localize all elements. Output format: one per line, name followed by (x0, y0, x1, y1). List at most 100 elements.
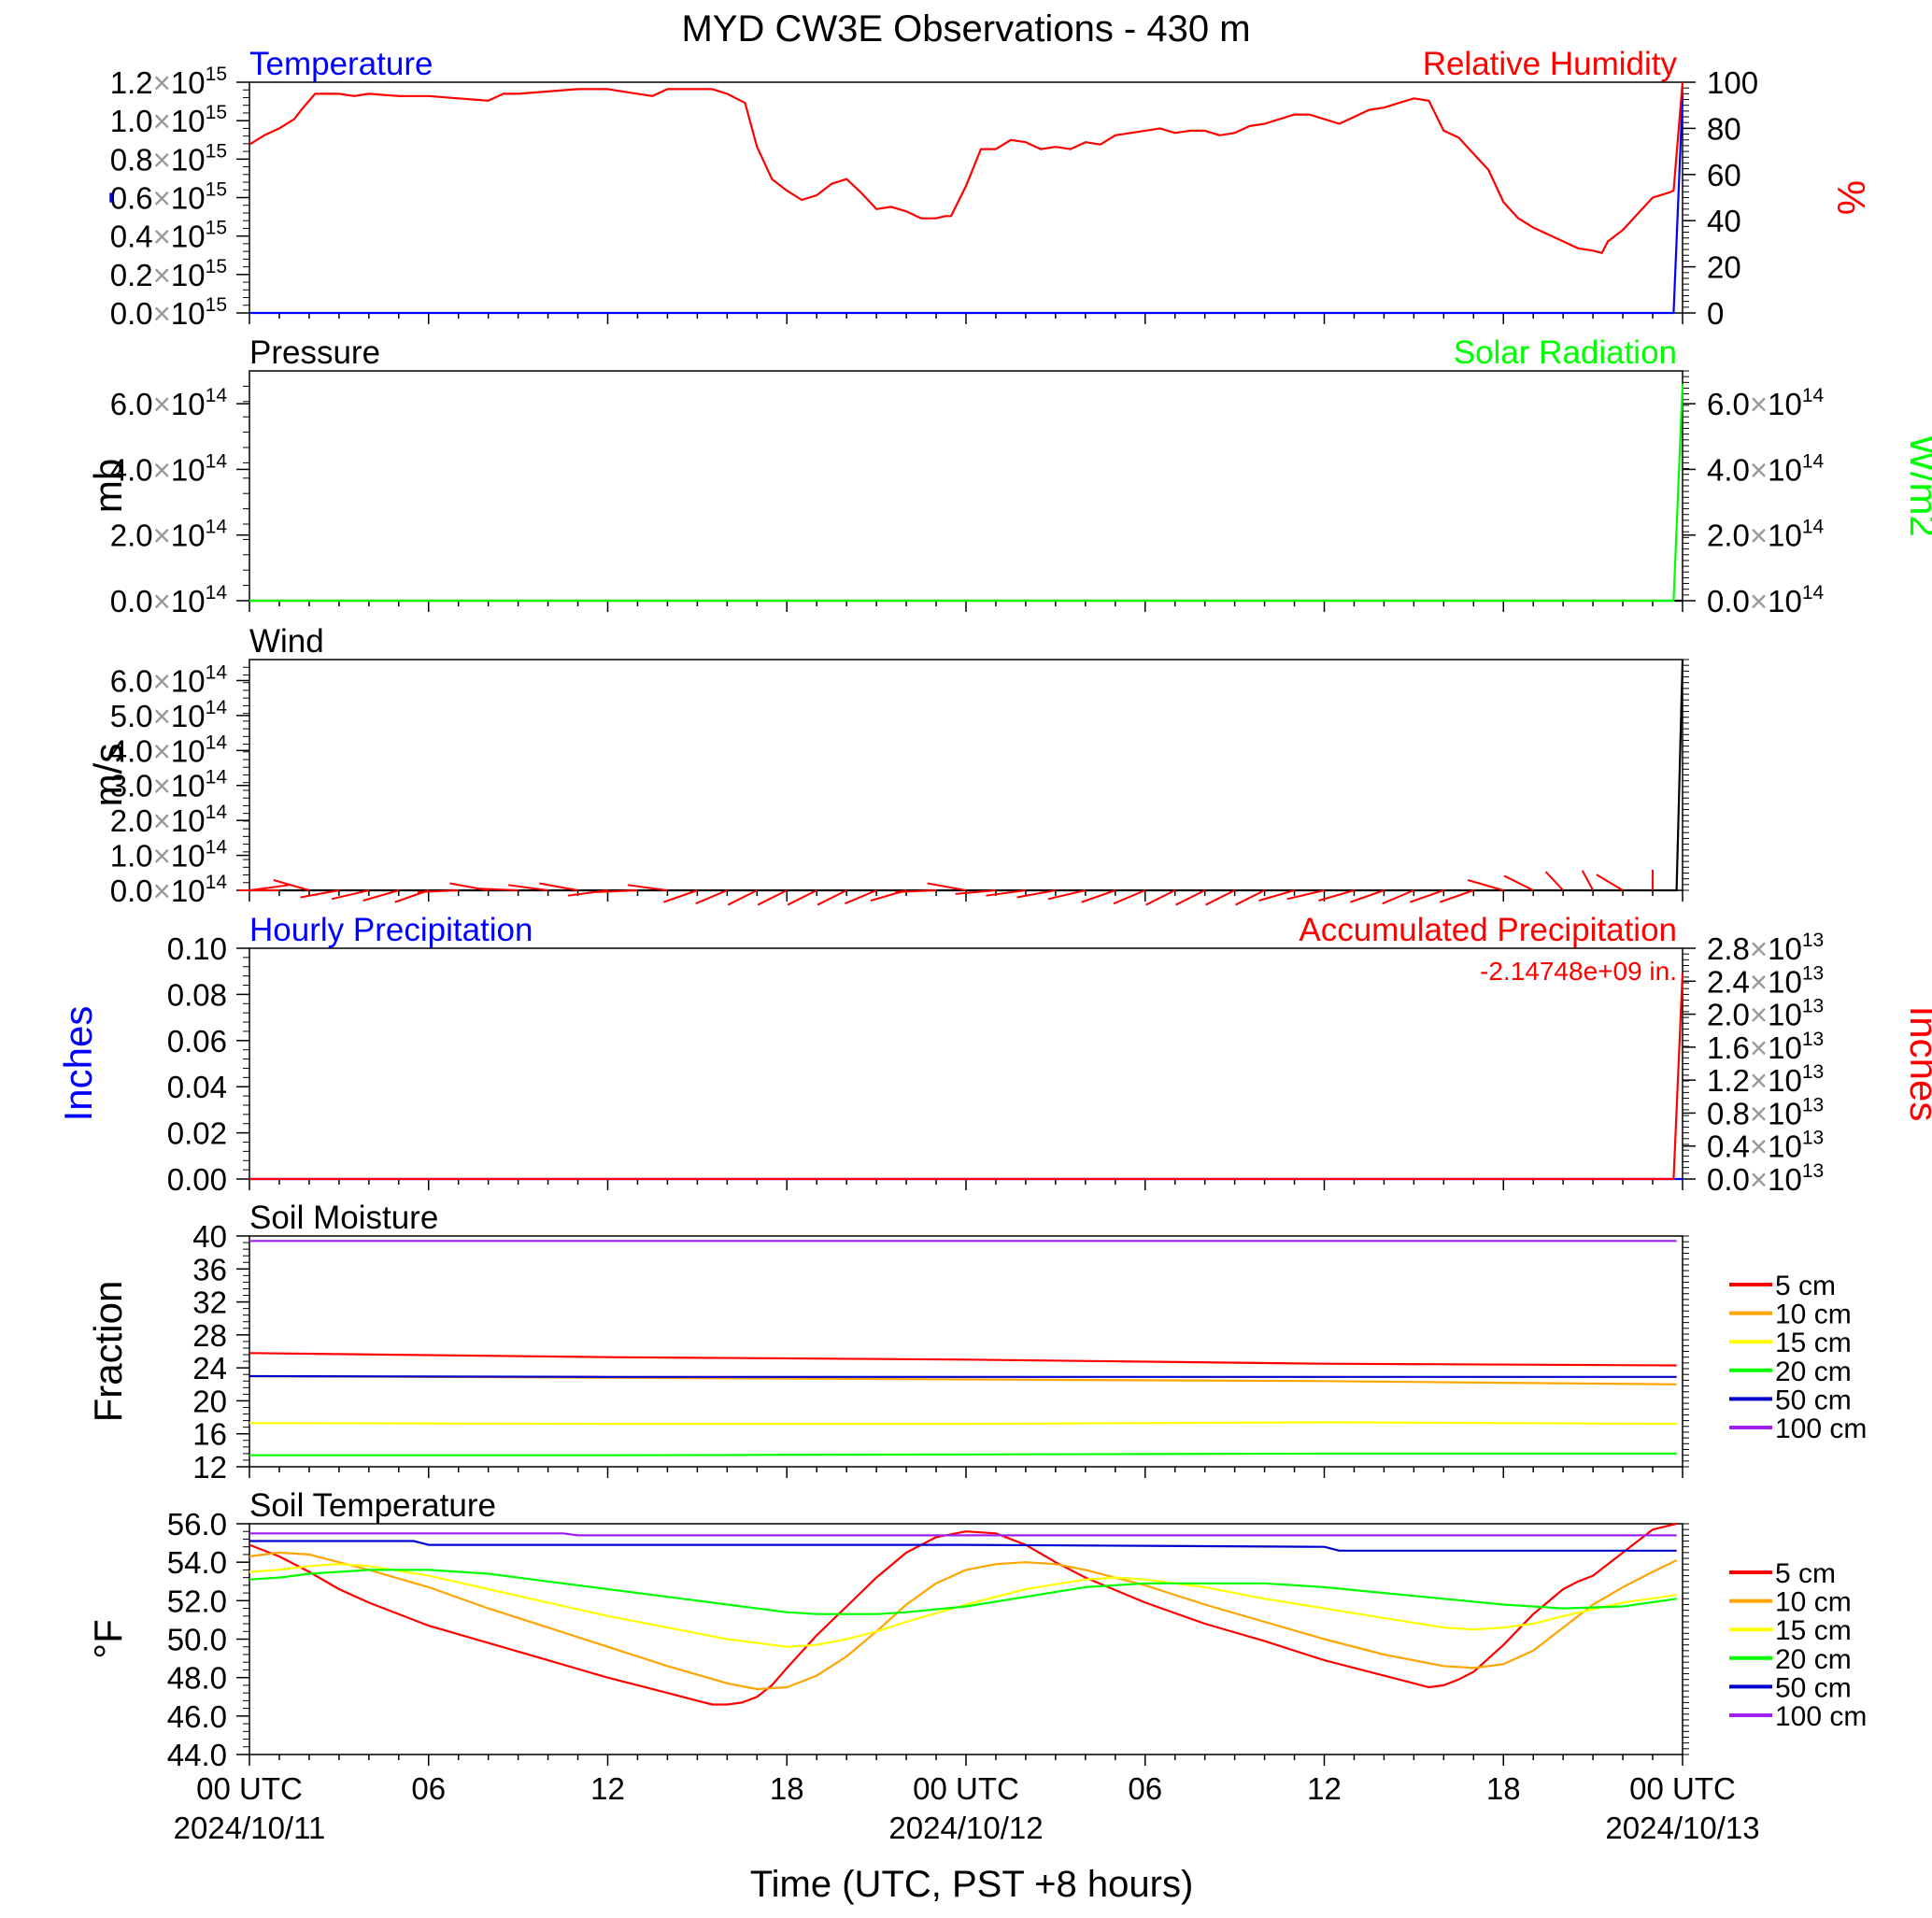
legend-label: 100 cm (1775, 1414, 1867, 1444)
series-line-50-cm (249, 1374, 1677, 1378)
wind-barb (539, 882, 578, 891)
wind-barb (986, 889, 1027, 897)
y-left-tick-label: 0.04 (167, 1070, 227, 1104)
y-right-tick-label: 100 (1707, 65, 1758, 100)
x-tick-label: 00 UTC (913, 1771, 1019, 1806)
panel-pressure_solar: 0.0×1014 2.0×1014 4.0×1014 6.0×1014 0.0×1014… (86, 334, 1932, 618)
series-line-5-cm (249, 1522, 1677, 1706)
y-right-axis-label: W/m2 (1902, 434, 1932, 537)
y-right-tick-label: 4.0×1014 (1707, 450, 1825, 487)
y-left-tick-label: 1.0×1015 (110, 102, 227, 138)
y-left-tick-label: 48.0 (167, 1661, 227, 1696)
y-right-tick-label: 2.0×1013 (1707, 996, 1824, 1032)
y-left-tick-label: 0.0×1015 (110, 294, 227, 331)
wind-barb (273, 879, 310, 891)
y-left-tick-label: 0.4×1015 (110, 218, 227, 254)
series-line-relative-humidity (249, 81, 1684, 254)
figure-title: MYD CW3E Observations - 430 m (681, 8, 1250, 50)
wind-barb (1113, 889, 1146, 905)
legend-label: 50 cm (1775, 1672, 1852, 1703)
panel-left-title: Soil Moisture (249, 1200, 438, 1236)
panel-left-title: Hourly Precipitation (249, 912, 533, 948)
y-right-tick-label: 2.4×1013 (1707, 962, 1824, 999)
series-line-5-cm (249, 1352, 1677, 1367)
y-left-axis-label: Fraction (86, 1281, 130, 1423)
y-left-tick-label: 56.0 (167, 1507, 227, 1542)
legend-label: 10 cm (1775, 1300, 1852, 1330)
wind-barb (787, 889, 817, 906)
panel-left-title: Wind (249, 623, 324, 660)
panel-wind: 0.0×10141.0×10142.0×10143.0×10144.0×1014… (86, 623, 1689, 908)
y-right-tick-label: 80 (1707, 111, 1741, 146)
x-tick-date-label: 2024/10/12 (888, 1811, 1043, 1845)
x-tick-label: 00 UTC (1629, 1771, 1736, 1806)
panel-annotation: -2.14748e+09 in. (1480, 957, 1677, 986)
y-left-tick-label: 0.0×1014 (110, 872, 228, 908)
y-left-tick-label: 54.0 (167, 1545, 227, 1580)
wind-barb (1596, 874, 1624, 891)
wind-barb (845, 889, 877, 905)
wind-barb (300, 889, 340, 899)
x-tick-label: 06 (411, 1771, 446, 1806)
y-right-tick-label: 60 (1707, 158, 1741, 192)
wind-barb (627, 884, 668, 891)
wind-barb (331, 889, 370, 901)
y-left-tick-label: 32 (192, 1286, 227, 1320)
series-line-accumulated-precipitation (249, 973, 1684, 1181)
y-left-tick-label: 52.0 (167, 1584, 227, 1618)
x-tick-label: 18 (770, 1771, 804, 1806)
wind-barb (417, 889, 459, 893)
x-tick-label: 12 (1307, 1771, 1342, 1806)
series-line-solar-radiation (249, 384, 1684, 603)
series-line-50-cm (249, 1540, 1677, 1552)
series-line-15-cm (249, 1421, 1677, 1426)
wind-barb (1286, 889, 1325, 901)
wind-barb (1544, 871, 1564, 891)
wind-barb (757, 889, 788, 906)
wind-barb (1258, 889, 1295, 902)
wind-barb (1439, 889, 1474, 903)
y-left-tick-label: 4.0×1014 (110, 732, 228, 768)
y-left-tick-label: 0.6×1015 (110, 179, 227, 216)
y-left-tick-label: 6.0×1014 (110, 661, 228, 698)
y-right-tick-label: 2.0×1014 (1707, 517, 1825, 553)
y-left-tick-label: 1.2×1015 (110, 64, 227, 100)
y-left-tick-label: 20 (192, 1384, 227, 1418)
x-tick-label: 18 (1486, 1771, 1521, 1806)
y-left-tick-label: 16 (192, 1417, 227, 1452)
y-left-tick-label: 0.00 (167, 1162, 227, 1197)
panel-right-title: Accumulated Precipitation (1299, 912, 1677, 948)
y-left-tick-label: 2.0×1014 (110, 517, 228, 553)
series-line-100-cm (249, 1532, 1677, 1537)
y-left-tick-label: 0.2×1015 (110, 256, 227, 292)
y-left-tick-label: 0.06 (167, 1024, 227, 1058)
legend-label: 15 cm (1775, 1328, 1852, 1358)
x-tick-date-label: 2024/10/13 (1605, 1811, 1759, 1845)
y-left-tick-label: 46.0 (167, 1699, 227, 1734)
x-tick-label: 12 (590, 1771, 625, 1806)
y-left-tick-label: 3.0×1014 (110, 767, 228, 803)
wind-barb (476, 888, 519, 891)
wind-barb (1581, 870, 1595, 891)
y-left-tick-label: 5.0×1014 (110, 697, 228, 733)
y-left-tick-label: 28 (192, 1318, 227, 1353)
y-right-tick-label: 0.0×1014 (1707, 582, 1825, 618)
y-left-tick-label: 0.08 (167, 977, 227, 1012)
panels-group: 0.0×10150.2×10150.4×10150.6×10150.8×1015… (56, 46, 1932, 1845)
panel-left-title: Pressure (249, 334, 380, 371)
legend-label: 20 cm (1775, 1644, 1852, 1675)
y-right-tick-label: 6.0×1014 (1707, 385, 1825, 421)
y-left-tick-label: 1.0×1014 (110, 837, 228, 874)
x-axis-label: Time (UTC, PST +8 hours) (750, 1864, 1194, 1905)
wind-barb (1175, 889, 1206, 906)
y-left-tick-label: 2.0×1014 (110, 802, 228, 838)
y-right-tick-label: 1.2×1013 (1707, 1061, 1824, 1098)
series-line-15-cm (249, 1563, 1677, 1648)
y-left-tick-label: 0.10 (167, 931, 227, 966)
y-right-tick-label: 1.6×1013 (1707, 1029, 1824, 1065)
wind-barb (596, 889, 638, 893)
panel-precip: 0.00 0.02 0.04 0.06 0.08 0.10 0.0×10130.4×1013… (56, 912, 1932, 1197)
y-left-tick-label: 44.0 (167, 1738, 227, 1772)
wind-barb (1382, 889, 1414, 905)
